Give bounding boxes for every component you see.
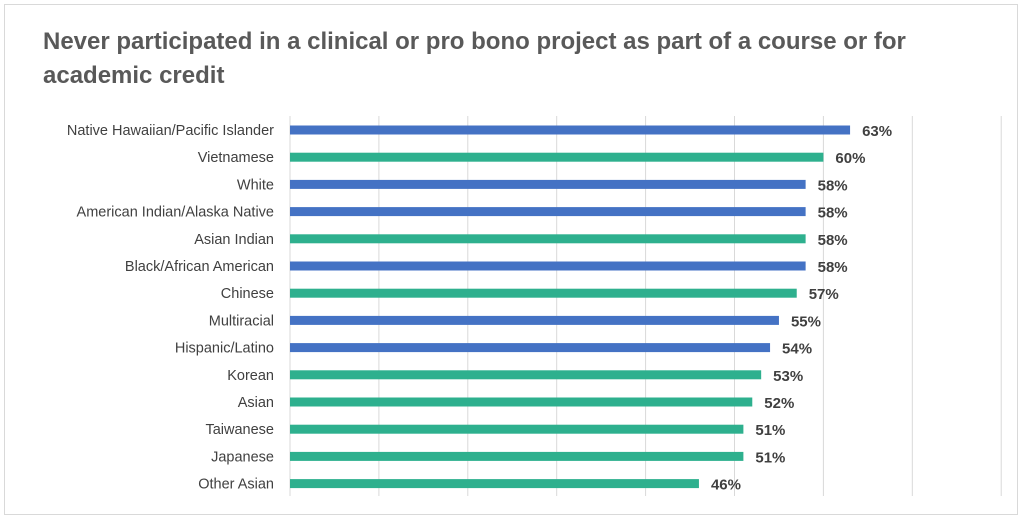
category-label: Japanese [211, 449, 274, 465]
category-label: Chinese [221, 286, 274, 302]
value-label: 63% [862, 123, 892, 140]
value-label: 55% [791, 313, 821, 330]
bar [290, 479, 699, 489]
category-label: Vietnamese [198, 150, 274, 166]
bar [290, 152, 824, 162]
bar [290, 261, 806, 271]
value-label: 52% [764, 395, 794, 412]
category-label: Taiwanese [205, 422, 274, 438]
bar [290, 125, 851, 135]
value-label: 58% [818, 232, 848, 249]
value-label: 60% [835, 150, 865, 167]
value-label: 58% [818, 205, 848, 222]
category-label: Other Asian [198, 477, 274, 493]
bar [290, 179, 806, 189]
value-label: 51% [755, 422, 785, 439]
bar [290, 207, 806, 217]
bar [290, 370, 762, 380]
value-label: 57% [809, 286, 839, 303]
value-label: 54% [782, 341, 812, 358]
bar [290, 397, 753, 407]
bar [290, 451, 744, 461]
category-label: Korean [227, 368, 274, 384]
bar [290, 315, 779, 325]
chart-title: Never participated in a clinical or pro … [43, 28, 906, 89]
category-label: White [237, 177, 274, 193]
value-label: 58% [818, 177, 848, 194]
bar [290, 424, 744, 434]
value-label: 46% [711, 477, 741, 494]
category-label: Hispanic/Latino [175, 341, 274, 357]
category-label: Multiracial [209, 313, 274, 329]
value-label: 53% [773, 368, 803, 385]
category-label: Asian Indian [194, 232, 274, 248]
bar [290, 343, 771, 353]
value-label: 58% [818, 259, 848, 276]
category-label: Asian [238, 395, 274, 411]
category-label: Black/African American [125, 259, 274, 275]
category-label: American Indian/Alaska Native [77, 205, 274, 221]
bar [290, 234, 806, 244]
value-label: 51% [755, 449, 785, 466]
category-label: Native Hawaiian/Pacific Islander [67, 123, 274, 139]
bar [290, 288, 797, 298]
